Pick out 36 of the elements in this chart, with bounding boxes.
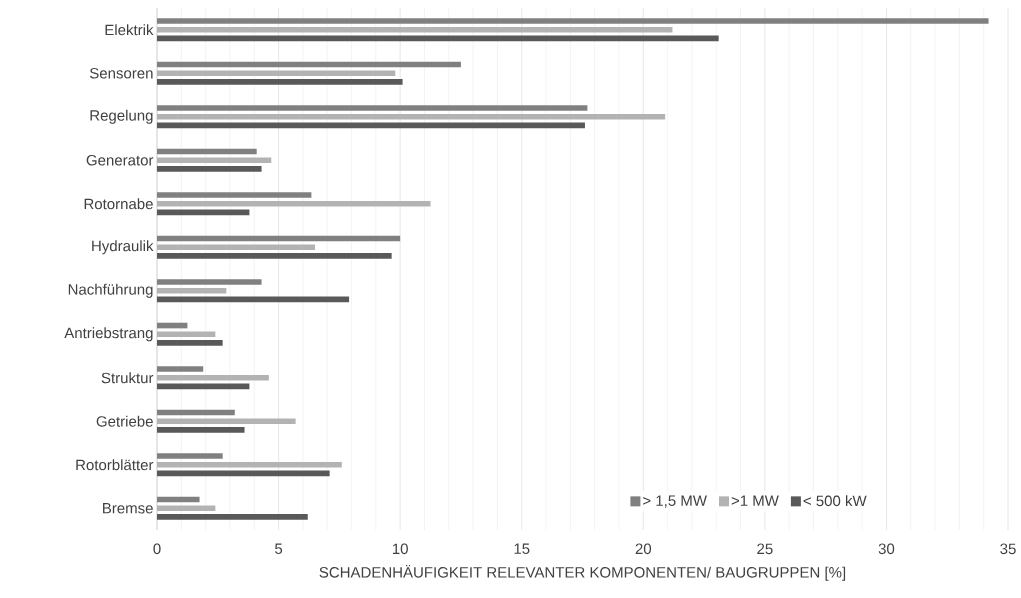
bar xyxy=(157,253,392,259)
bar xyxy=(157,453,223,459)
y-tick-label: Getriebe xyxy=(96,415,153,427)
x-tick-label: 20 xyxy=(635,543,652,555)
x-tick-label: 0 xyxy=(153,543,161,555)
legend-label: >1 MW xyxy=(731,495,779,506)
y-tick-label: Hydraulik xyxy=(92,240,154,255)
x-tick-label: 15 xyxy=(514,543,530,554)
x-tick-label: 25 xyxy=(757,543,773,555)
x-tick-label: 5 xyxy=(275,543,283,554)
bar xyxy=(157,427,245,433)
bar xyxy=(157,340,223,346)
y-tick-label: Sensoren xyxy=(89,67,153,79)
legend-label: > 1,5 MW xyxy=(643,495,707,508)
y-tick-label: Struktur xyxy=(101,372,154,384)
y-tick-label: Rotornabe xyxy=(84,198,153,210)
bar xyxy=(157,279,262,285)
bar xyxy=(157,366,204,372)
bar xyxy=(157,18,989,24)
y-tick-label: Elektrik xyxy=(105,24,154,36)
y-tick-label: Rotorblätter xyxy=(76,459,154,471)
x-tick-label: 30 xyxy=(878,543,895,555)
y-tick-label: Nachführung xyxy=(68,283,153,298)
y-tick-label: Bremse xyxy=(103,503,153,514)
y-tick-label: Generator xyxy=(86,154,154,166)
bar xyxy=(157,514,308,520)
x-axis-title: SCHADENHÄUFIGKEIT RELEVANTER KOMPONENTEN/ BAUGRUPPEN [%] xyxy=(319,564,846,581)
x-tick-label: 10 xyxy=(392,543,408,555)
x-tick-label: 35 xyxy=(1000,543,1016,555)
bar xyxy=(157,105,588,111)
bar xyxy=(157,79,403,85)
bar xyxy=(157,192,312,198)
y-tick-label: Antriebstrang xyxy=(64,327,153,342)
y-tick-label: Regelung xyxy=(90,109,153,124)
bar xyxy=(157,166,262,172)
legend-label: < 500 kW xyxy=(803,495,867,507)
